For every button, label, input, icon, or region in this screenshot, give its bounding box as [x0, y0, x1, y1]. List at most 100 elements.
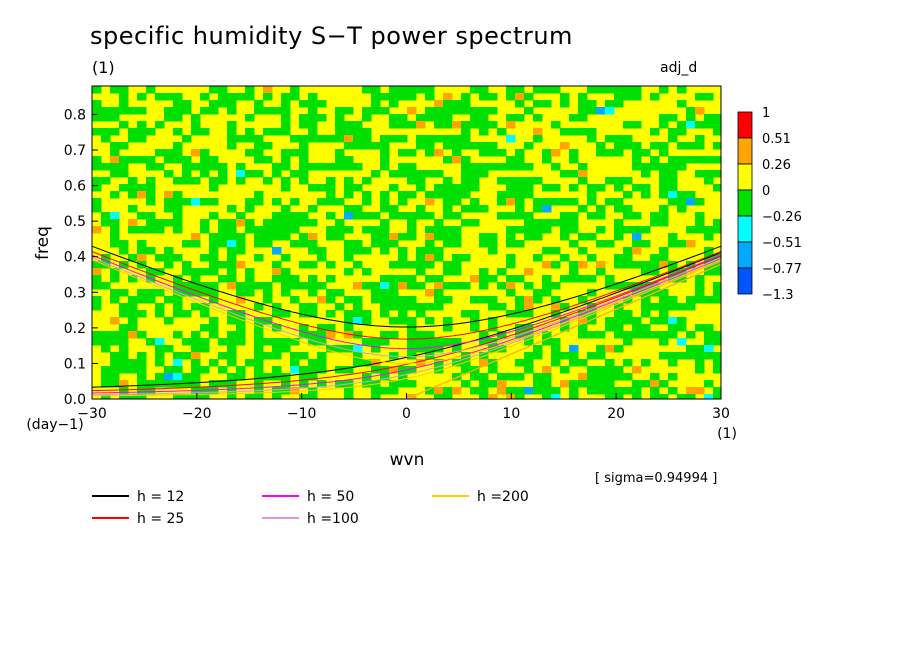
heat-cell [434, 135, 444, 143]
heat-cell [371, 226, 381, 234]
heat-cell [695, 198, 705, 206]
heat-cell [632, 261, 642, 269]
heat-cell [542, 275, 552, 283]
heat-cell [182, 156, 192, 164]
heat-cell [605, 387, 615, 395]
heat-cell [641, 163, 651, 171]
heat-cell [371, 100, 381, 108]
heat-cell [389, 282, 399, 290]
heat-cell [506, 240, 516, 248]
heat-cell [695, 352, 705, 360]
units-label: (1) [92, 58, 115, 77]
heat-cell [668, 163, 678, 171]
heat-cell [542, 261, 552, 269]
heat-cell [281, 387, 291, 395]
heat-cell [263, 177, 273, 185]
heat-cell [173, 156, 183, 164]
heat-cell [254, 303, 264, 311]
heat-cell [524, 303, 534, 311]
heat-cell [542, 198, 552, 206]
heat-cell [479, 170, 489, 178]
heat-cell [173, 331, 183, 339]
heat-cell [596, 366, 606, 374]
heat-cell [686, 226, 696, 234]
heat-cell [641, 331, 651, 339]
heat-cell [371, 366, 381, 374]
heat-cell [479, 240, 489, 248]
heat-cell [506, 191, 516, 199]
heat-cell [425, 142, 435, 150]
heat-cell [344, 331, 354, 339]
heat-cell [335, 149, 345, 157]
heat-cell [470, 387, 480, 395]
dispersion-curve [92, 255, 721, 392]
heat-cell [326, 310, 336, 318]
heat-cell [452, 240, 462, 248]
heat-cell [407, 226, 417, 234]
heat-cell [551, 121, 561, 129]
heat-cell [146, 163, 156, 171]
heat-cell [119, 394, 129, 399]
heat-cell [344, 212, 354, 220]
heat-cell [443, 100, 453, 108]
heat-cell [137, 135, 147, 143]
heat-cell [236, 331, 246, 339]
heat-cell [299, 261, 309, 269]
heat-cell [371, 86, 381, 94]
heat-cell [704, 268, 714, 276]
heat-cell [533, 289, 543, 297]
heat-cell [398, 114, 408, 122]
heat-cell [227, 345, 237, 353]
heat-cell [416, 261, 426, 269]
heat-cell [110, 352, 120, 360]
heat-cell [335, 135, 345, 143]
heat-cell [461, 205, 471, 213]
heat-cell [335, 163, 345, 171]
heat-cell [146, 219, 156, 227]
heat-cell [524, 107, 534, 115]
heat-cell [308, 303, 318, 311]
heat-cell [353, 163, 363, 171]
heat-cell [569, 387, 579, 395]
heat-cell [452, 226, 462, 234]
heat-cell [542, 380, 552, 388]
heat-cell [119, 261, 129, 269]
heat-cell [443, 282, 453, 290]
heat-cell [569, 268, 579, 276]
heat-cell [362, 380, 372, 388]
heat-cell [641, 149, 651, 157]
heat-cell [686, 107, 696, 115]
heat-cell [515, 156, 525, 164]
heat-cell [614, 135, 624, 143]
heat-cell [659, 380, 669, 388]
heat-cell [524, 233, 534, 241]
heat-cell [380, 135, 390, 143]
heat-cell [695, 219, 705, 227]
colorbar-swatch [737, 111, 753, 139]
heat-cell [452, 254, 462, 262]
heat-cell [119, 303, 129, 311]
heat-cell [659, 296, 669, 304]
heat-cell [317, 247, 327, 255]
heat-cell [650, 268, 660, 276]
heat-cell [560, 100, 570, 108]
heat-cell [425, 226, 435, 234]
heat-cell [443, 212, 453, 220]
heat-cell [281, 93, 291, 101]
heat-cell [164, 191, 174, 199]
heat-cell [344, 296, 354, 304]
heat-cell [623, 373, 633, 381]
heat-cell [380, 247, 390, 255]
heat-cell [398, 380, 408, 388]
heat-cell [407, 296, 417, 304]
heat-cell [614, 226, 624, 234]
heat-cell [110, 233, 120, 241]
heat-cell [452, 268, 462, 276]
heat-cell [578, 170, 588, 178]
heat-cell [668, 240, 678, 248]
heat-cell [452, 191, 462, 199]
heat-cell [200, 226, 210, 234]
heat-cell [425, 247, 435, 255]
heat-cell [443, 240, 453, 248]
heat-cell [668, 184, 678, 192]
